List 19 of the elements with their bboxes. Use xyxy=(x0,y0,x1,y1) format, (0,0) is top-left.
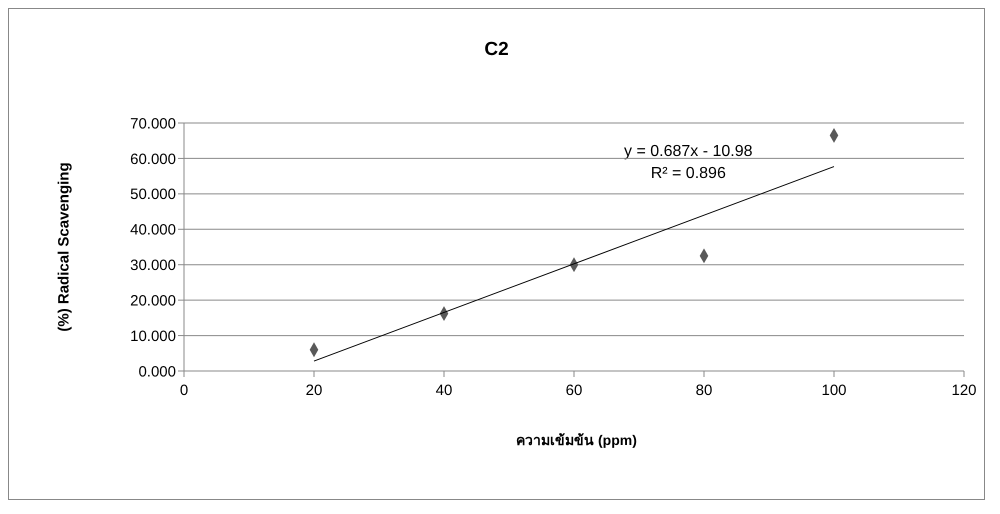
x-tick-label: 0 xyxy=(180,382,188,399)
x-tick-label: 120 xyxy=(951,382,977,399)
y-tick-label: 60.000 xyxy=(130,150,176,168)
x-tick-label: 60 xyxy=(566,382,582,399)
chart-title: C2 xyxy=(483,39,510,61)
y-tick-label: 50.000 xyxy=(130,186,176,204)
x-tick-label: 20 xyxy=(306,382,322,399)
y-tick-label: 0.000 xyxy=(138,363,176,380)
x-tick-label: 40 xyxy=(436,382,452,399)
y-tick-label: 30.000 xyxy=(130,257,176,274)
annotation: R² = 0.896 xyxy=(650,164,727,184)
x-axis-title: ความเข้มข้น (ppm) xyxy=(515,431,638,450)
y-tick-label: 10.000 xyxy=(130,328,176,345)
x-tick-label: 80 xyxy=(696,382,712,399)
x-tick-label: 100 xyxy=(821,382,847,399)
y-axis-title: (%) Radical Scavenging xyxy=(56,162,72,332)
y-tick-label: 40.000 xyxy=(130,222,176,239)
y-tick-label: 70.000 xyxy=(130,115,176,132)
y-tick-label: 20.000 xyxy=(130,292,176,310)
